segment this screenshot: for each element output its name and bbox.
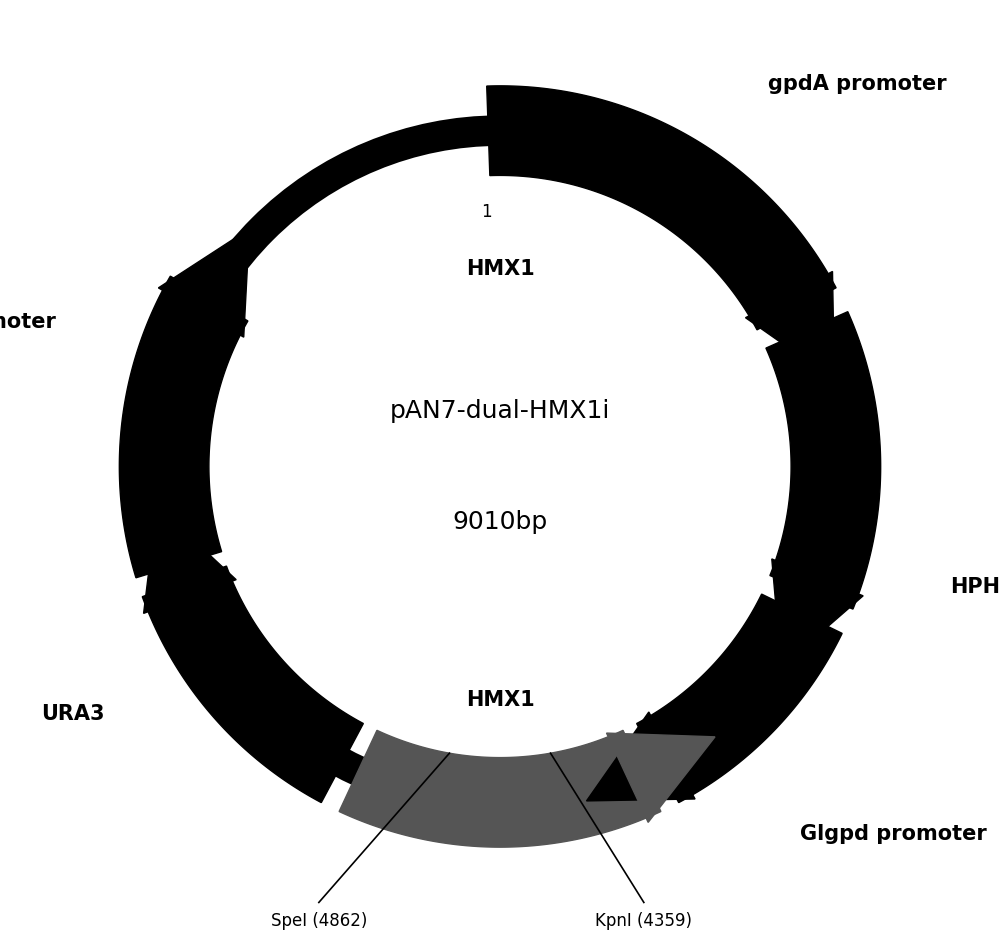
Text: 1: 1: [481, 203, 491, 221]
Polygon shape: [587, 712, 695, 801]
Text: gpdA promoter: gpdA promoter: [768, 75, 946, 94]
Polygon shape: [772, 559, 863, 667]
Text: HMX1: HMX1: [466, 690, 534, 710]
Text: KpnI (4359): KpnI (4359): [595, 912, 692, 930]
Text: SpeI (4862): SpeI (4862): [271, 912, 367, 930]
Polygon shape: [119, 276, 248, 578]
Polygon shape: [144, 506, 236, 613]
Text: URA3: URA3: [41, 703, 104, 724]
Polygon shape: [339, 731, 661, 847]
Text: HMX1: HMX1: [466, 259, 534, 279]
Text: 9010bp: 9010bp: [452, 510, 548, 535]
Text: 35S promoter: 35S promoter: [0, 313, 56, 332]
Polygon shape: [745, 272, 834, 380]
Text: pAN7-dual-HMX1i: pAN7-dual-HMX1i: [390, 398, 610, 423]
Text: Glgpd promoter: Glgpd promoter: [800, 824, 987, 843]
Polygon shape: [487, 86, 836, 330]
Polygon shape: [766, 312, 881, 609]
Polygon shape: [637, 594, 842, 802]
Polygon shape: [607, 733, 715, 822]
Polygon shape: [142, 566, 363, 802]
Text: HPH: HPH: [951, 578, 1000, 597]
Polygon shape: [158, 229, 249, 337]
